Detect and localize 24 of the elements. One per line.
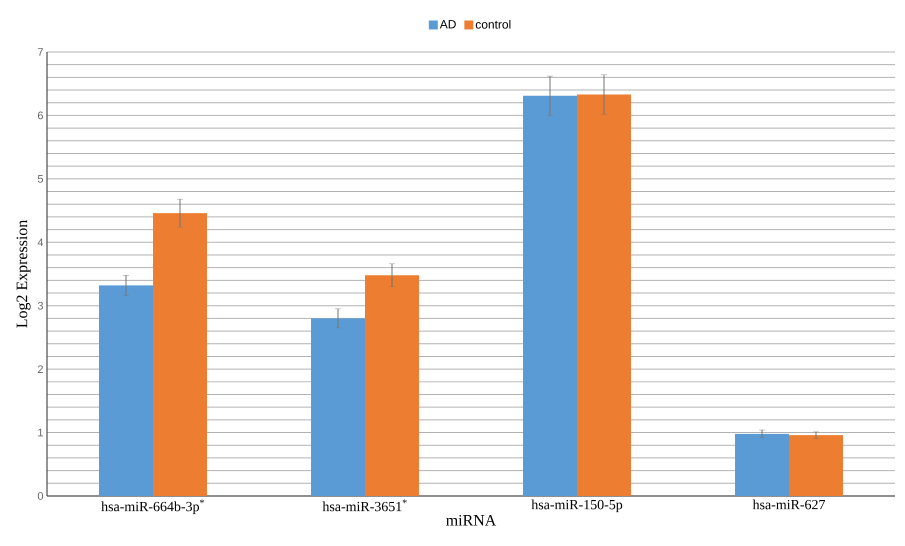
y-axis-title: Log2 Expression [16,220,31,328]
bar [789,435,844,496]
y-tick-label: 3 [38,302,44,310]
bar [523,96,578,496]
x-tick-label: hsa-miR-627 [752,499,826,510]
y-tick-label: 0 [38,492,44,500]
y-tick-label: 5 [38,175,44,183]
y-tick-label: 7 [38,48,43,56]
x-tick-label: hsa-miR-664b-3p$^{*}$ [101,500,204,514]
x-tick-label: hsa-miR-3651$^{*}$ [322,500,407,512]
x-axis-title: miRNA [446,514,496,526]
y-tick-label: 2 [38,365,43,373]
y-tick-label: 4 [38,238,44,246]
legend-label: control [476,20,510,29]
bar [365,275,420,496]
y-tick-label: 6 [38,112,44,120]
x-tick-label: hsa-miR-150-5p [531,499,622,512]
legend-label: AD [440,20,456,28]
bar [99,285,154,496]
y-tick-label: 1 [38,428,43,436]
bar [577,94,632,496]
bar [311,318,366,496]
bar [153,213,208,496]
bar [735,434,790,496]
